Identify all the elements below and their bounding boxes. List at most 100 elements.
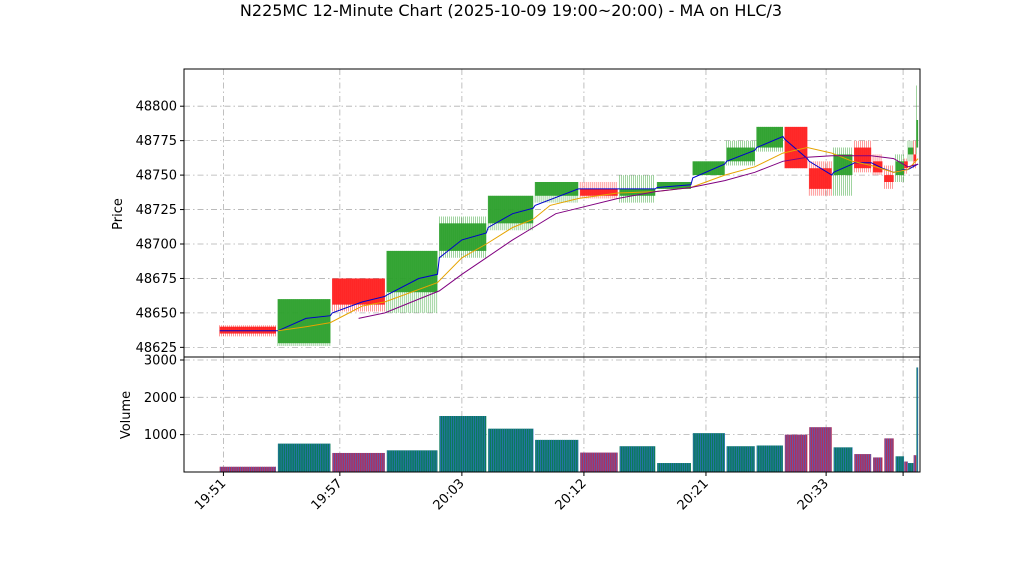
volume-bar: [784, 434, 808, 472]
moving-average-line: [277, 146, 919, 332]
candle-body: [784, 126, 808, 169]
price-panel: 48625 48650 48675 48700 48725 48750 48775 48800…: [111, 68, 921, 358]
price-tick-label: 48750: [136, 169, 177, 184]
volume-panel-frame: [183, 356, 921, 473]
volume-bar-body: [439, 415, 487, 472]
x-tick-label: 20:12: [553, 476, 590, 513]
price-tick-label: 48800: [136, 100, 177, 115]
candle: [853, 140, 872, 173]
volume-bar: [833, 447, 853, 472]
volume-bar-body: [833, 447, 853, 472]
candle-body: [219, 326, 276, 334]
volume-bar: [657, 463, 691, 472]
chart-title: N225MC 12-Minute Chart (2025-10-09 19:00…: [240, 1, 782, 20]
candle-body: [913, 154, 917, 162]
volume-bar: [277, 443, 331, 472]
candle: [439, 216, 487, 258]
candle: [916, 85, 919, 155]
candle-body: [756, 126, 783, 148]
price-axis-label: Price: [111, 198, 126, 230]
volume-bar-body: [756, 445, 783, 472]
candle-body: [535, 181, 579, 196]
candle: [895, 154, 905, 182]
price-tick-label: 48625: [136, 341, 177, 356]
candle: [534, 181, 579, 203]
price-tick-label: 48650: [136, 306, 177, 321]
x-tick-label: 20:21: [675, 476, 712, 513]
candle-body: [692, 161, 725, 176]
volume-bar-body: [907, 463, 914, 472]
moving-average-lines: [219, 135, 919, 332]
candle-body: [873, 161, 883, 173]
volume-bar-body: [535, 439, 579, 472]
volume-bar-body: [219, 466, 276, 472]
volume-bar-body: [332, 452, 385, 472]
candle-body: [895, 161, 905, 176]
volume-tick-label: 1000: [144, 428, 177, 443]
candle: [756, 126, 783, 152]
volume-bar: [535, 439, 579, 472]
volume-bar: [907, 463, 914, 472]
candle: [277, 299, 331, 346]
candle: [808, 161, 832, 196]
volume-bar: [488, 428, 534, 472]
volume-bar-body: [904, 461, 908, 472]
volume-panel: 1000 2000 3000 Volume: [119, 353, 921, 473]
volume-bar: [913, 455, 917, 472]
candle-body: [580, 188, 618, 196]
volume-bar: [809, 427, 832, 472]
volume-bar-body: [873, 457, 883, 472]
moving-average-line: [358, 155, 919, 319]
candle-body: [439, 223, 487, 251]
volume-axis-label: Volume: [119, 391, 134, 439]
volume-bar-body: [657, 463, 691, 472]
volume-bar: [692, 433, 725, 472]
price-tick-label: 48675: [136, 272, 177, 287]
candle-body: [904, 161, 908, 169]
volume-bar: [916, 367, 919, 472]
price-tick-label: 48700: [136, 238, 177, 253]
candle: [913, 140, 917, 169]
candles: [219, 85, 919, 346]
volume-bar: [884, 438, 894, 472]
candle-body: [332, 278, 385, 305]
volume-bar-body: [895, 456, 905, 472]
volume-bar-body: [854, 454, 872, 472]
volume-bar-body: [884, 438, 894, 472]
candle: [692, 161, 725, 176]
price-tick-label: 48725: [136, 203, 177, 218]
candle-body: [657, 181, 691, 189]
candle: [332, 278, 385, 312]
volume-bar: [895, 456, 905, 472]
volume-bar: [580, 452, 618, 472]
volume-bar: [756, 445, 783, 472]
candle-body: [907, 147, 914, 155]
volume-y-ticks: 1000 2000 3000: [144, 353, 184, 443]
volume-tick-label: 3000: [144, 353, 177, 368]
candle: [784, 126, 808, 169]
candle: [907, 140, 914, 162]
x-tick-label: 19:57: [309, 476, 346, 513]
candle: [726, 140, 755, 166]
volume-bar: [219, 466, 277, 472]
volume-bar: [854, 454, 872, 472]
candle-body: [726, 147, 755, 162]
x-tick-label: 19:51: [192, 476, 229, 513]
volume-bar: [619, 446, 656, 472]
candle-body: [488, 195, 534, 224]
x-tick-label: 20:03: [431, 476, 468, 513]
candle-body: [386, 250, 438, 293]
candle-body: [884, 175, 894, 182]
candle-body: [916, 119, 919, 148]
volume-bar-body: [277, 443, 331, 472]
x-tick-label: 20:33: [795, 476, 832, 513]
moving-average-line: [219, 135, 919, 332]
volume-bar: [439, 415, 487, 472]
volume-bar: [386, 450, 438, 472]
volume-bars: [219, 367, 919, 472]
price-y-ticks: 48625 48650 48675 48700 48725 48750 48775 48800: [136, 100, 184, 356]
candle-body: [277, 299, 331, 344]
volume-bar: [726, 446, 755, 472]
volume-bar: [873, 457, 883, 472]
